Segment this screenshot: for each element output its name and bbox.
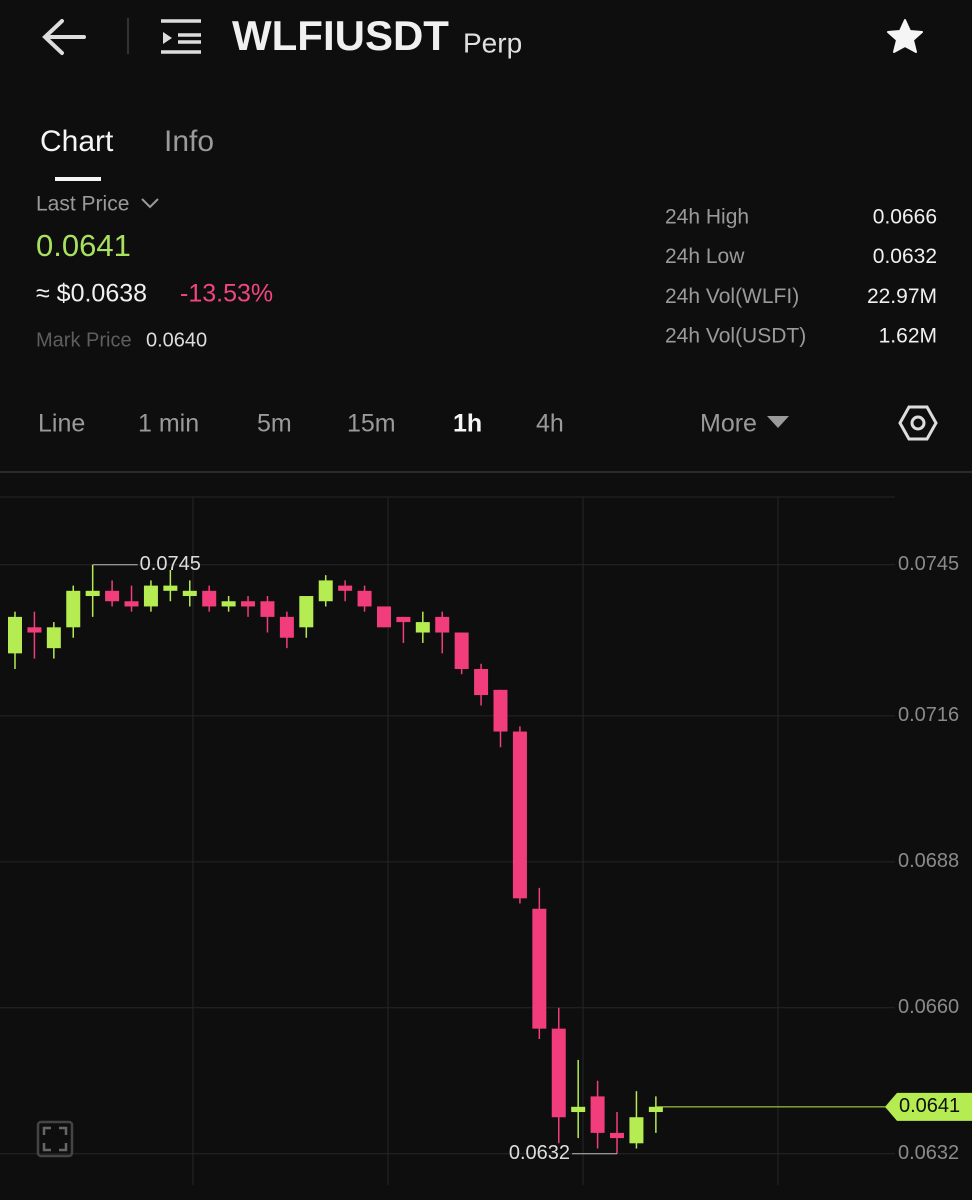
stat-value: 22.97M xyxy=(867,285,937,308)
mark-price-label: Mark Price xyxy=(36,329,132,351)
candle-body xyxy=(474,669,489,696)
tab-underline xyxy=(55,177,101,181)
interval-bar: Line 1 min 5m 15m 1h 4h xyxy=(38,410,564,438)
last-price-tag xyxy=(885,1092,972,1121)
candle-body xyxy=(590,1096,605,1133)
stat-label: 24h High xyxy=(665,206,749,229)
interval-option[interactable]: 15m xyxy=(347,410,396,438)
candle-body xyxy=(493,689,508,732)
candle-body xyxy=(8,616,22,654)
max-label: 0.0745 xyxy=(140,553,201,575)
candle-body xyxy=(27,627,42,633)
y-tick-label: 0.0688 xyxy=(898,850,959,872)
stat-label: 24h Vol(WLFI) xyxy=(665,285,799,308)
price-change: -13.53% xyxy=(180,280,273,308)
candle-body xyxy=(105,590,120,602)
candle-body xyxy=(610,1132,625,1139)
candle-body xyxy=(46,627,61,649)
candle-body xyxy=(202,590,217,607)
stats: 24h High 0.0666 24h Low 0.0632 24h Vol(WLFI)… xyxy=(665,206,937,348)
candle-body xyxy=(571,1106,586,1113)
y-tick-label: 0.0716 xyxy=(898,704,959,726)
tab[interactable]: Info xyxy=(164,125,214,158)
stat-value: 0.0666 xyxy=(873,206,937,229)
candle-body xyxy=(318,580,333,602)
candle-body xyxy=(241,601,256,607)
y-tick-label: 0.0660 xyxy=(898,996,959,1018)
interval-option[interactable]: 1h xyxy=(453,410,482,438)
candle-body xyxy=(454,632,469,669)
interval-option[interactable]: 4h xyxy=(536,410,564,438)
stat-value: 0.0632 xyxy=(873,245,937,268)
candle-body xyxy=(648,1106,663,1113)
more-button[interactable]: More xyxy=(700,410,757,438)
dropdown-chevron xyxy=(141,198,159,209)
favorite-star[interactable] xyxy=(887,19,923,53)
candle-body xyxy=(260,601,275,617)
candle-body xyxy=(435,616,450,633)
interval-option[interactable]: 1 min xyxy=(138,410,199,438)
candle-body xyxy=(221,601,236,607)
tab-active[interactable]: Chart xyxy=(40,125,114,158)
candle-body xyxy=(415,622,430,633)
candle-body xyxy=(396,616,411,623)
fullscreen-icon[interactable] xyxy=(36,1120,74,1158)
candle-body xyxy=(163,585,178,591)
back-button[interactable] xyxy=(42,19,86,55)
stat-value: 1.62M xyxy=(879,325,937,348)
y-tick-label: 0.0745 xyxy=(898,553,959,575)
candle-body xyxy=(182,590,197,597)
more-triangle xyxy=(767,416,789,428)
candle-body xyxy=(512,731,527,899)
candle-body xyxy=(338,585,353,591)
candle-body xyxy=(357,590,372,607)
y-tick-label: 0.0632 xyxy=(898,1142,959,1164)
candle-body xyxy=(85,590,100,597)
candle-body xyxy=(376,606,391,628)
last-price-tag-label: 0.0641 xyxy=(899,1095,960,1117)
symbol: WLFIUSDT xyxy=(232,12,449,59)
min-label: 0.0632 xyxy=(509,1142,570,1164)
chart: 0.0745 0.0716 0.0688 0.0660 0.0632 0.0745 0.06… xyxy=(0,496,972,1185)
last-price-label[interactable]: Last Price xyxy=(36,193,129,216)
stat-label: 24h Low xyxy=(665,245,745,268)
mark-price: 0.0640 xyxy=(146,329,207,351)
candle-body xyxy=(66,590,81,628)
candle-body xyxy=(629,1117,644,1144)
candle-body xyxy=(299,596,314,628)
usd-price: ≈ $0.0638 xyxy=(36,280,147,308)
stat-label: 24h Vol(USDT) xyxy=(665,325,806,348)
candle-body xyxy=(551,1028,566,1118)
menu-icon[interactable] xyxy=(161,19,201,54)
last-price: 0.0641 xyxy=(36,228,131,263)
candle-body xyxy=(124,601,139,607)
candle-body xyxy=(143,585,158,607)
candle-body xyxy=(279,616,294,638)
candle-body xyxy=(532,908,547,1029)
symbol-suffix: Perp xyxy=(463,27,522,58)
interval-option[interactable]: 5m xyxy=(257,410,292,438)
interval-option[interactable]: Line xyxy=(38,410,85,438)
settings-icon[interactable] xyxy=(898,405,938,441)
